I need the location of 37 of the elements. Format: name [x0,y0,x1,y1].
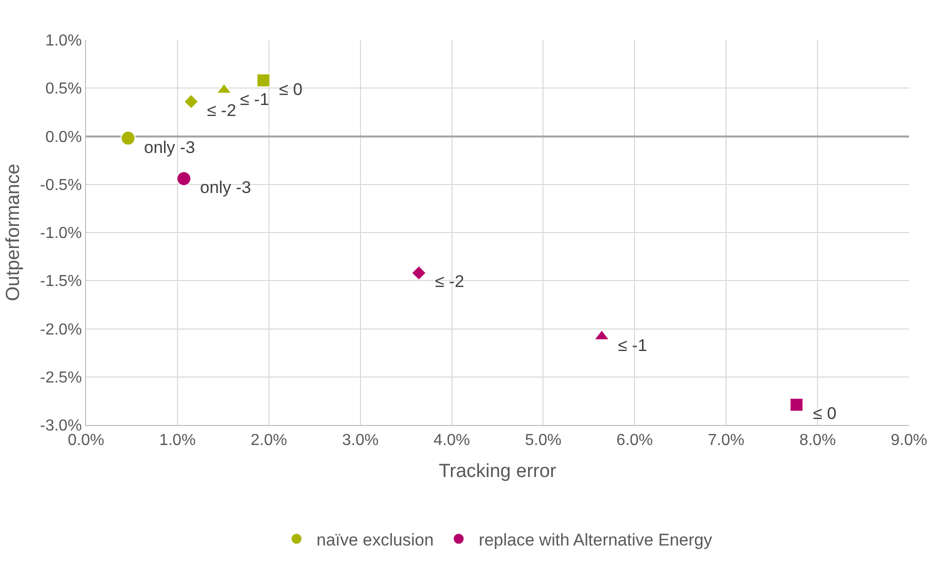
y-tick-label: -2.0% [40,321,82,338]
x-tick-label: 6.0% [616,432,653,450]
x-tick-label: 3.0% [342,432,379,450]
x-tick-label: 4.0% [434,432,470,450]
x-tick-label: 7.0% [708,432,744,450]
legend-label: naïve exclusion [316,530,434,550]
x-tick-label: 5.0% [524,432,562,450]
annotation: ≤ -1 [240,90,270,109]
annotation: only -3 [144,138,196,157]
legend-label: replace with Alternative Energy [478,530,713,550]
annotation: only -3 [200,178,252,197]
y-tick-label: 0.0% [45,128,82,146]
point [256,73,270,88]
point [184,94,199,110]
point [790,398,804,412]
y-tick-label: -3.0% [40,418,82,435]
y-tick-label: -2.5% [40,369,82,386]
x-tick-label: 2.0% [250,432,288,450]
y-tick-label: 1.0% [45,32,82,50]
annotation: ≤ -2 [435,272,464,291]
y-tick-label: -0.5% [40,176,82,194]
point [411,265,427,281]
x-tick-label: 9.0% [890,432,928,450]
x-axis-title: Tracking error [438,461,557,482]
annotation: ≤ -2 [207,101,236,120]
x-tick-label: 0.0% [68,432,104,450]
y-tick-label: -1.0% [40,225,82,242]
y-axis-title: Outperformance [2,164,24,302]
point [176,171,192,186]
annotation: ≤ 0 [813,404,837,423]
x-tick-label: 8.0% [799,432,836,450]
x-tick-label: 1.0% [159,432,196,450]
point [120,130,136,146]
y-tick-label: -1.5% [40,273,82,290]
y-tick-label: 0.5% [45,80,82,98]
annotation: ≤ 0 [279,80,303,99]
annotation: ≤ -1 [618,336,648,355]
